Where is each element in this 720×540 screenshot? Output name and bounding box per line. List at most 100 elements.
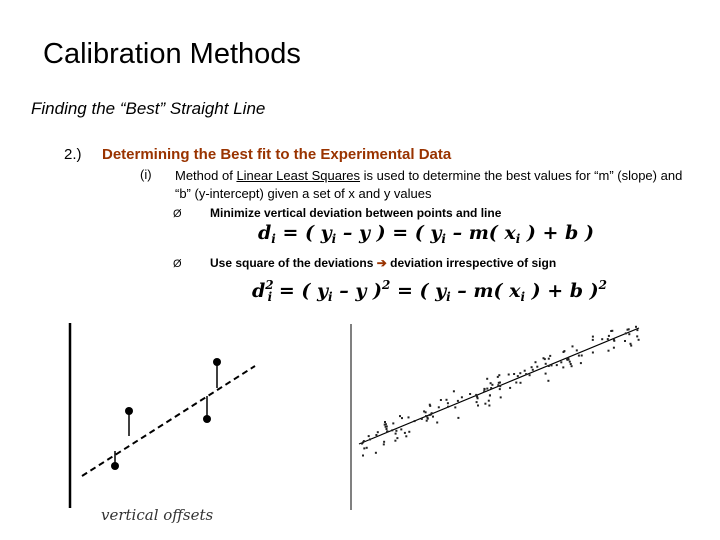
data-point [111,462,119,470]
scatter-point [547,357,550,360]
scatter-point [528,374,531,377]
scatter-point [519,372,522,375]
scatter-point [567,357,570,360]
scatter-point [498,388,501,391]
scatter-point [624,332,627,335]
scatter-point [507,373,510,376]
scatter-point [562,366,565,369]
scatter-point [611,329,614,332]
scatter-point [454,406,457,409]
scatter-point [580,354,583,357]
bullet-1-text: Minimize vertical deviation between poin… [210,206,502,220]
scatter-point [475,401,478,404]
method-description: Method of Linear Least Squares is used t… [175,167,695,203]
scatter-point [385,425,388,428]
scatter-point [489,382,492,385]
scatter-point [425,419,428,422]
scatter-point [606,338,609,341]
scatter-point [487,399,490,402]
slide-subtitle: Finding the “Best” Straight Line [31,99,266,118]
point-number: 2.) [64,146,82,163]
scatter-point [460,396,463,399]
scatter-point [405,435,408,438]
scatter-point [428,413,431,416]
scatter-point [394,439,397,442]
scatter-point [613,339,616,342]
scatter-point [426,416,429,419]
scatter-point [569,363,572,365]
scatter-point [544,372,547,375]
scatter-point [476,395,479,398]
scatter-point [430,412,433,415]
scatter-point [477,404,479,407]
scatter-point [430,413,432,416]
scatter-point [591,338,594,341]
scatter-point [575,349,578,352]
scatter-point [635,325,637,328]
scatter-point [452,390,455,393]
right-arrow-icon: ➔ [376,256,387,270]
fit-line [81,365,256,477]
scatter-point [630,344,633,347]
method-suffix: is used to determine the best values for… [175,168,683,201]
scatter-point [560,361,563,364]
scatter-point [628,333,631,336]
scatter-point [400,428,403,431]
bullet-arrow-icon: Ø [173,258,182,270]
scatter-point [612,346,615,349]
scatter-point [489,394,491,397]
scatter-point [624,340,626,342]
scatter-point [499,396,502,399]
slide-title: Calibration Methods [43,38,301,70]
scatter-point [612,338,615,341]
scatter-point [432,415,434,418]
scatter-point [636,329,639,332]
scatter-point [544,362,547,365]
scatter-point [636,335,639,338]
scatter-point [365,446,368,449]
scatter-point [456,399,459,402]
scatter-point [523,369,526,372]
vertical-offsets-figure [68,323,256,508]
scatter-point [498,374,501,377]
scatter-point [491,383,494,386]
scatter-point [403,431,406,434]
equation-squared-deviation: d2i = ( yi – y )2 = ( yi – m( xi ) + b )… [252,278,608,304]
scatter-point [499,381,501,384]
scatter-point [566,358,569,361]
offset-marks [111,358,221,470]
bullet-2-text: Use square of the deviations ➔ deviation… [210,256,557,270]
scatter-point [547,365,550,367]
point-heading: Determining the Best fit to the Experime… [102,146,452,163]
scatter-point [547,379,550,382]
scatter-point [407,416,410,419]
data-point [203,415,211,423]
scatter-point [488,404,491,407]
scatter-point [531,368,534,371]
scatter-point [555,364,558,367]
scatter-point [591,335,594,338]
least-squares-scatter-figure [350,324,640,510]
scatter-points [361,325,640,457]
scatter-point [426,417,429,420]
scatter-point [395,429,398,432]
scatter-point [394,432,397,435]
bullet-arrow-icon: Ø [173,208,182,220]
scatter-point [383,423,386,426]
scatter-point [591,351,594,354]
scatter-point [469,393,472,395]
scatter-point [626,328,629,331]
scatter-point [484,402,487,405]
scatter-point [601,338,604,341]
scatter-point [562,351,565,353]
scatter-point [401,417,403,420]
scatter-point [476,397,479,400]
scatter-point [486,387,489,390]
scatter-point [428,403,431,406]
scatter-point [437,406,440,409]
scatter-point [361,442,363,445]
scatter-point [429,404,432,407]
scatter-point [490,387,493,389]
scatter-point [530,366,533,369]
scatter-point [475,394,478,397]
